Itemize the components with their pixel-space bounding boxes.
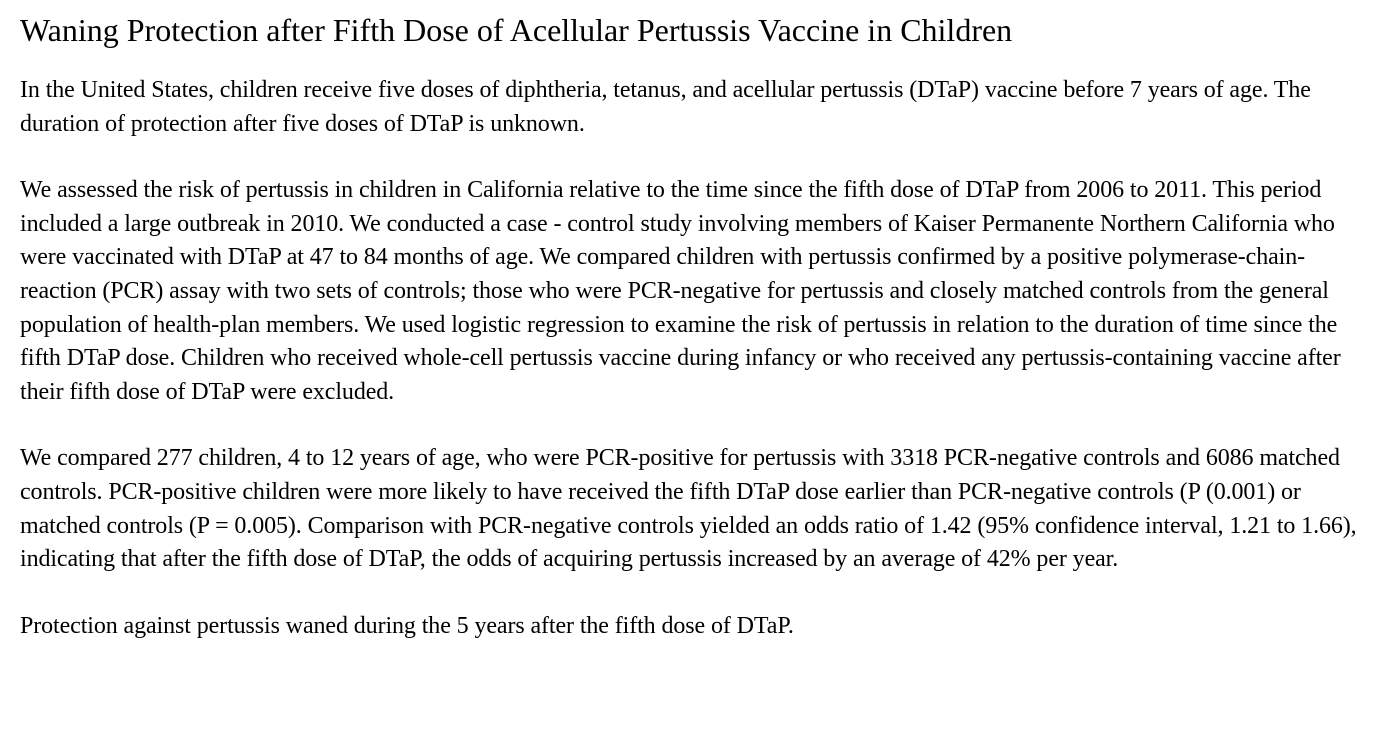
paragraph-results: We compared 277 children, 4 to 12 years … <box>20 445 1357 573</box>
paragraph-methods: We assessed the risk of pertussis in chi… <box>20 177 1341 405</box>
document-title: Waning Protection after Fifth Dose of Ac… <box>20 12 1013 48</box>
paragraph-conclusions: Protection against pertussis waned durin… <box>20 612 794 639</box>
document-page: Waning Protection after Fifth Dose of Ac… <box>20 12 1357 639</box>
paragraph-background: In the United States, children receive f… <box>20 77 1311 137</box>
